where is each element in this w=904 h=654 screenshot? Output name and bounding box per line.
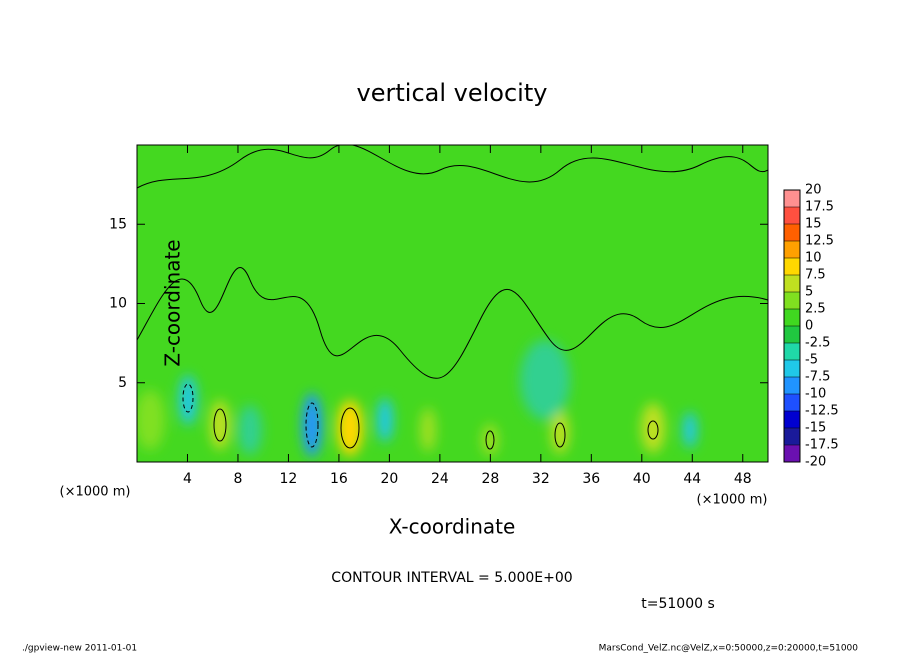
x-tick-label: 8: [233, 471, 242, 487]
colorbar-swatch: [784, 428, 800, 445]
footer-right: MarsCond_VelZ.nc@VelZ,x=0:50000,z=0:2000…: [599, 644, 859, 654]
y-tick-label: 15: [109, 216, 127, 232]
time-label: t=51000 s: [641, 596, 715, 612]
colorbar-label: -17.5: [805, 438, 839, 453]
x-tick-label: 4: [183, 471, 192, 487]
footer-left: ./gpview-new 2011-01-01: [22, 644, 137, 654]
x-tick-label: 12: [280, 471, 298, 487]
colorbar-label: 7.5: [805, 268, 826, 283]
colorbar-label: -12.5: [805, 404, 839, 419]
colorbar-label: -10: [805, 387, 826, 402]
x-tick-label: 36: [582, 471, 600, 487]
colorbar-swatch: [784, 360, 800, 377]
colorbar-label: -20: [805, 455, 826, 470]
x-tick-label: 48: [734, 471, 752, 487]
x-unit-label: (×1000 m): [697, 493, 768, 508]
colorbar-swatch: [784, 241, 800, 258]
x-tick-label: 24: [431, 471, 449, 487]
y-tick-label: 10: [109, 296, 127, 312]
x-tick-label: 28: [481, 471, 499, 487]
colorbar-swatch: [784, 377, 800, 394]
colorbar-swatch: [784, 224, 800, 241]
colorbar-label: 10: [805, 251, 822, 266]
field: [137, 145, 768, 462]
x-tick-label: 32: [532, 471, 550, 487]
x-tick-label: 20: [380, 471, 398, 487]
colorbar-swatch: [784, 343, 800, 360]
colorbar-label: -5: [805, 353, 818, 368]
x-tick-label: 44: [683, 471, 701, 487]
x-tick-label: 40: [633, 471, 651, 487]
colorbar-label: 15: [805, 217, 822, 232]
colorbar-label: -15: [805, 421, 826, 436]
colorbar-label: -7.5: [805, 370, 830, 385]
colorbar-label: 12.5: [805, 234, 834, 249]
chart-title: vertical velocity: [357, 79, 548, 107]
colorbar-swatch: [784, 207, 800, 224]
x-unit-label: (×1000 m): [60, 485, 131, 500]
contour-lines: [137, 145, 768, 450]
colorbar-label: 20: [805, 183, 822, 198]
colorbar-label: 2.5: [805, 302, 826, 317]
colorbar-swatch: [784, 292, 800, 309]
colorbar-swatch: [784, 190, 800, 207]
x-axis-label: X-coordinate: [389, 515, 516, 539]
colorbar-label: 0: [805, 319, 813, 334]
colorbar-swatch: [784, 309, 800, 326]
colorbar-label: 5: [805, 285, 813, 300]
colorbar-label: 17.5: [805, 200, 834, 215]
colorbar-label: -2.5: [805, 336, 830, 351]
colorbar-swatch: [784, 445, 800, 462]
colorbar-swatch: [784, 258, 800, 275]
contour-interval: CONTOUR INTERVAL = 5.000E+00: [331, 570, 572, 586]
colorbar-swatch: [784, 326, 800, 343]
colorbar-swatch: [784, 394, 800, 411]
y-tick-label: 5: [118, 375, 127, 391]
y-axis-label: Z-coordinate: [161, 239, 185, 366]
colorbar-swatch: [784, 411, 800, 428]
x-tick-label: 16: [330, 471, 348, 487]
colorbar-swatch: [784, 275, 800, 292]
